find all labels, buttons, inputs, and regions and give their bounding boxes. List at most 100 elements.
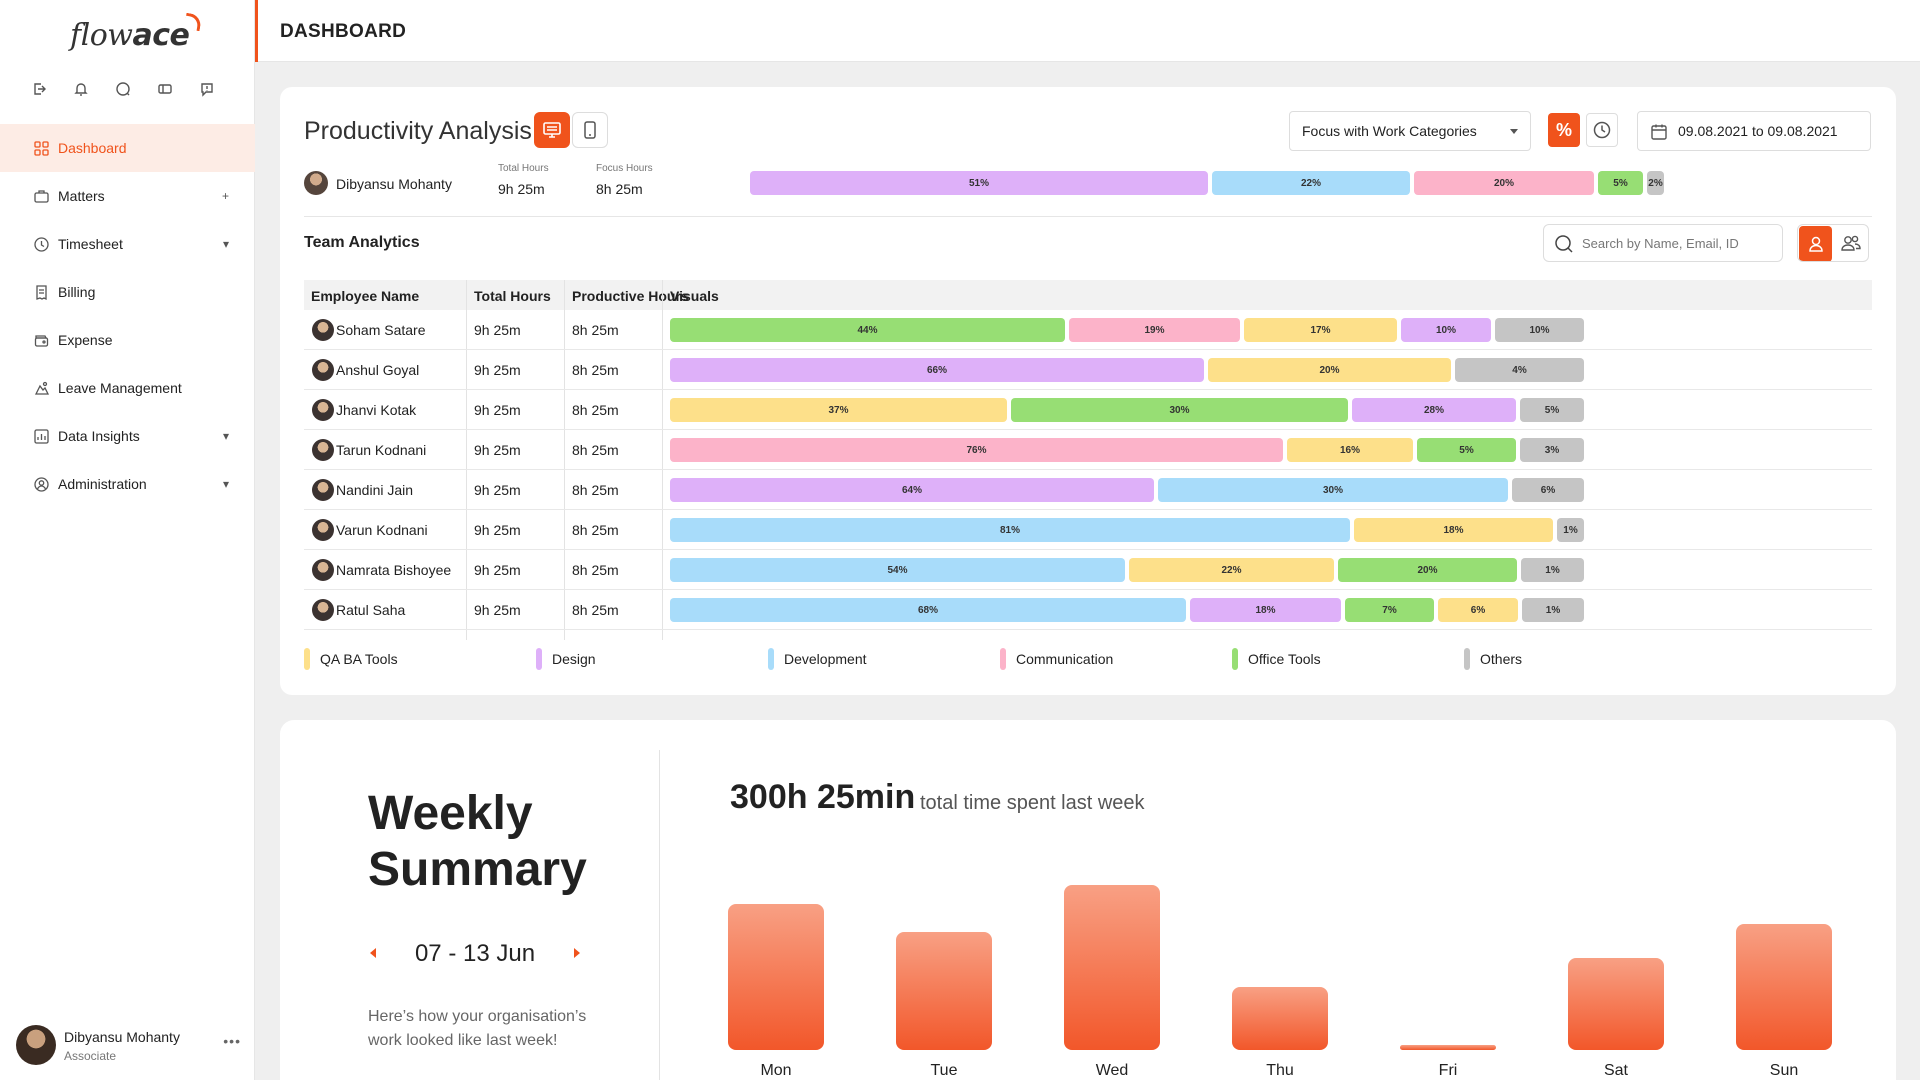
sidebar-item-data-insights[interactable]: Data Insights ▾ (0, 412, 255, 460)
search-input[interactable]: Search by Name, Email, ID (1543, 224, 1783, 262)
table-row[interactable]: Soham Satare 9h 25m 8h 25m 44% 19% 17% 10% 10% (304, 310, 1872, 350)
briefcase-icon (32, 187, 50, 205)
time-toggle-button[interactable] (1586, 113, 1618, 147)
logout-icon[interactable] (30, 80, 48, 98)
team-view-button[interactable] (1833, 225, 1868, 261)
column-header-productive-hours[interactable]: Productive Hours (572, 288, 689, 304)
sidebar-item-expense[interactable]: Expense (0, 316, 255, 364)
bar-segment-others[interactable]: 4% (1455, 358, 1584, 382)
bar-segment-office-tools[interactable]: 5% (1417, 438, 1516, 462)
percent-toggle-button[interactable]: % (1548, 113, 1580, 147)
bell-icon[interactable] (72, 80, 90, 98)
sidebar-item-timesheet[interactable]: Timesheet ▾ (0, 220, 255, 268)
bar-segment-design[interactable]: 51% (750, 171, 1208, 195)
next-week-arrow-icon[interactable] (574, 948, 580, 958)
bar-segment-development[interactable]: 22% (1212, 171, 1410, 195)
bar-segment-design[interactable]: 18% (1190, 598, 1341, 622)
bar-segment-qa-ba-tools[interactable]: 22% (1129, 558, 1334, 582)
bar-segment-design[interactable]: 28% (1352, 398, 1516, 422)
bar-segment-design[interactable]: 66% (670, 358, 1204, 382)
sidebar-item-leave-management[interactable]: Leave Management (0, 364, 255, 412)
bar-segment-communication[interactable]: 20% (1414, 171, 1594, 195)
bar-segment-development[interactable]: 68% (670, 598, 1186, 622)
chevron-down-icon[interactable]: ▾ (222, 477, 229, 491)
user-profile[interactable]: Dibyansu Mohanty Associate ••• (16, 1025, 241, 1065)
bar-segment-design[interactable]: 64% (670, 478, 1154, 502)
week-bar-thu[interactable] (1232, 987, 1328, 1050)
sidebar-item-administration[interactable]: Administration ▾ (0, 460, 255, 508)
date-range-picker[interactable]: 09.08.2021 to 09.08.2021 (1637, 111, 1871, 151)
activity-bar: 64% 30% 6% (670, 478, 1584, 502)
add-icon[interactable]: + (221, 189, 229, 203)
week-bar-tue[interactable] (896, 932, 992, 1050)
week-bar-fri[interactable] (1400, 1045, 1496, 1050)
bar-segment-others[interactable]: 5% (1520, 398, 1584, 422)
productive-hours: 8h 25m (572, 522, 619, 538)
bar-segment-others[interactable]: 6% (1512, 478, 1584, 502)
sidebar-item-matters[interactable]: Matters + (0, 172, 255, 220)
chevron-down-icon (1510, 129, 1518, 134)
table-row[interactable]: Namrata Bishoyee 9h 25m 8h 25m 54% 22% 20% 1% (304, 550, 1872, 590)
previous-week-arrow-icon[interactable] (370, 948, 376, 958)
table-row[interactable]: Jhanvi Kotak 9h 25m 8h 25m 37% 30% 28% 5% (304, 390, 1872, 430)
category-dropdown[interactable]: Focus with Work Categories (1289, 111, 1531, 151)
sidebar-item-dashboard[interactable]: Dashboard (0, 124, 255, 172)
week-bar-sun[interactable] (1736, 924, 1832, 1050)
more-options-icon[interactable]: ••• (223, 1033, 241, 1049)
bar-segment-office-tools[interactable]: 5% (1598, 171, 1643, 195)
table-row[interactable]: Anshul Goyal 9h 25m 8h 25m 66% 20% 4% (304, 350, 1872, 390)
table-header: Employee Name Total Hours Productive Hou… (304, 280, 1872, 310)
bar-segment-others[interactable]: 1% (1522, 598, 1584, 622)
bar-segment-communication[interactable]: 19% (1069, 318, 1240, 342)
weekly-summary-title-line2: Summary (368, 843, 587, 896)
bar-segment-office-tools[interactable]: 20% (1338, 558, 1517, 582)
bar-segment-others[interactable]: 10% (1495, 318, 1584, 342)
bar-segment-development[interactable]: 81% (670, 518, 1350, 542)
bar-segment-office-tools[interactable]: 44% (670, 318, 1065, 342)
bar-segment-development[interactable]: 30% (1158, 478, 1508, 502)
column-header-total-hours[interactable]: Total Hours (474, 288, 551, 304)
bar-segment-communication[interactable]: 76% (670, 438, 1283, 462)
flowace-logo[interactable]: flowace (70, 12, 203, 53)
legend-item-design: Design (536, 647, 596, 671)
desktop-view-button[interactable] (534, 112, 570, 148)
feedback-icon[interactable] (198, 80, 216, 98)
week-bar-mon[interactable] (728, 904, 824, 1050)
chat-icon[interactable] (114, 80, 132, 98)
table-row[interactable]: Tarun Kodnani 9h 25m 8h 25m 76% 16% 5% 3% (304, 430, 1872, 470)
bar-segment-others[interactable]: 2% (1647, 171, 1664, 195)
sidebar-item-billing[interactable]: Billing (0, 268, 255, 316)
clock-icon (32, 235, 50, 253)
chart-icon (32, 427, 50, 445)
category-legend: QA BA Tools Design Development Communicatio… (304, 647, 1872, 671)
table-row[interactable]: Ratul Saha 9h 25m 8h 25m 68% 18% 7% 6% 1% (304, 590, 1872, 630)
bar-segment-others[interactable]: 1% (1521, 558, 1584, 582)
chevron-down-icon[interactable]: ▾ (222, 429, 229, 443)
week-bar-wed[interactable] (1064, 885, 1160, 1050)
ticket-icon[interactable] (156, 80, 174, 98)
weekly-summary-card: Weekly Summary 07 - 13 Jun Here’s how yo… (280, 720, 1896, 1080)
bar-segment-office-tools[interactable]: 7% (1345, 598, 1434, 622)
mobile-view-button[interactable] (572, 112, 608, 148)
bar-segment-others[interactable]: 1% (1557, 518, 1584, 542)
table-row[interactable]: Varun Kodnani 9h 25m 8h 25m 81% 18% 1% (304, 510, 1872, 550)
week-bar-sat[interactable] (1568, 958, 1664, 1050)
individual-view-button[interactable] (1799, 226, 1833, 261)
avatar (312, 559, 334, 581)
bar-segment-others[interactable]: 3% (1520, 438, 1584, 462)
activity-bar: 66% 20% 4% (670, 358, 1584, 382)
table-row[interactable]: Nandini Jain 9h 25m 8h 25m 64% 30% 6% (304, 470, 1872, 510)
bar-segment-qa-ba-tools[interactable]: 6% (1438, 598, 1518, 622)
column-header-employee-name[interactable]: Employee Name (311, 288, 420, 304)
chevron-down-icon[interactable]: ▾ (222, 237, 229, 251)
bar-segment-qa-ba-tools[interactable]: 20% (1208, 358, 1451, 382)
bar-segment-qa-ba-tools[interactable]: 18% (1354, 518, 1553, 542)
sidebar-nav: Dashboard Matters + Timesheet ▾ Billing Expens… (0, 124, 255, 508)
bar-segment-office-tools[interactable]: 30% (1011, 398, 1348, 422)
bar-segment-qa-ba-tools[interactable]: 16% (1287, 438, 1413, 462)
bar-segment-development[interactable]: 54% (670, 558, 1125, 582)
employee-name: Tarun Kodnani (336, 442, 427, 458)
bar-segment-qa-ba-tools[interactable]: 17% (1244, 318, 1397, 342)
bar-segment-qa-ba-tools[interactable]: 37% (670, 398, 1007, 422)
bar-segment-design[interactable]: 10% (1401, 318, 1491, 342)
